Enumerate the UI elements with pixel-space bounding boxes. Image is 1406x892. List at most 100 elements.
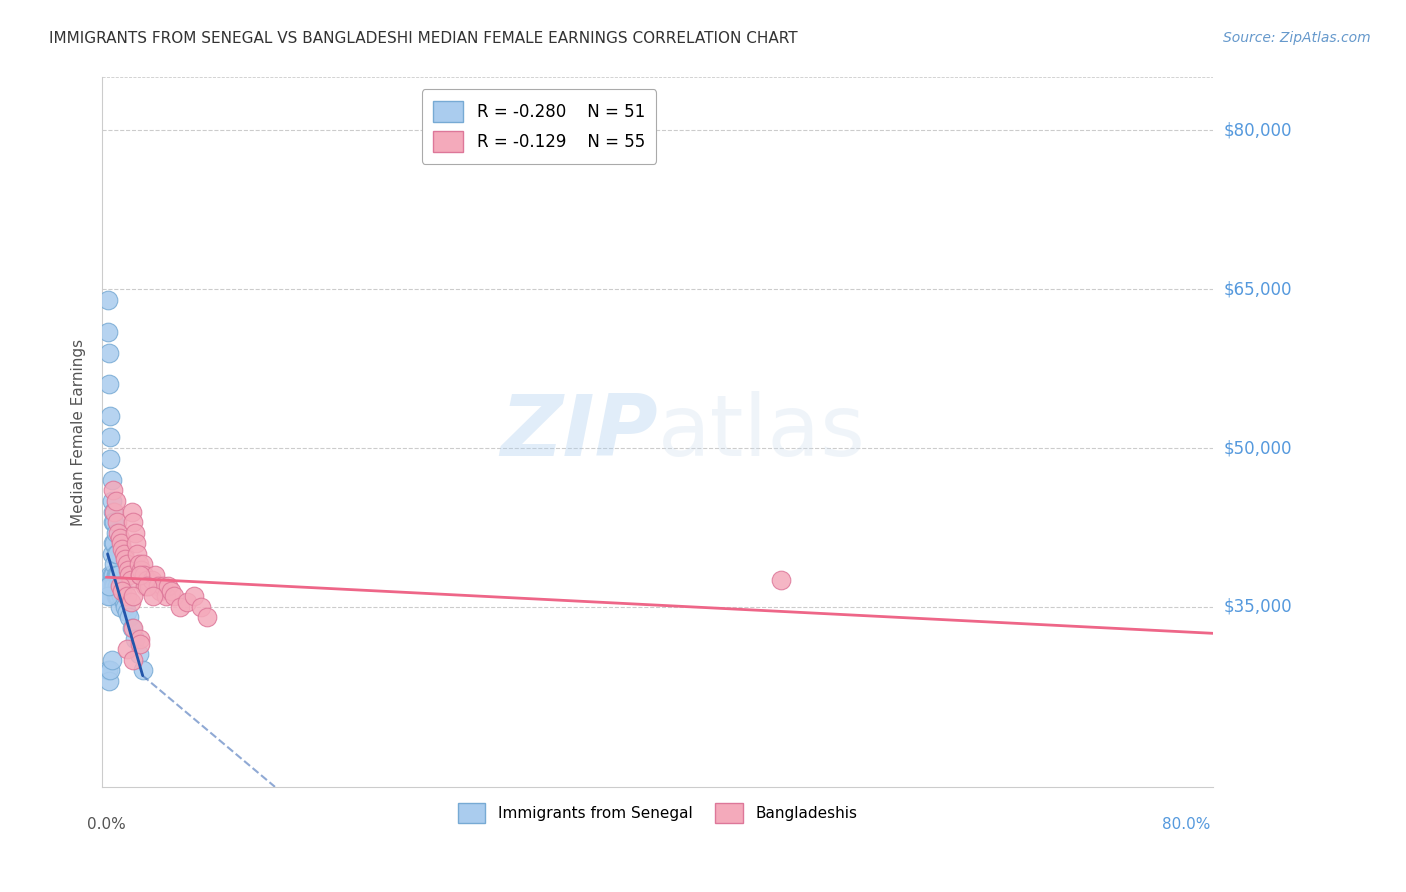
Point (101, 536, 124, 550)
Point (115, 605, 138, 619)
Point (122, 589, 145, 603)
Point (98, 664, 121, 678)
Point (146, 579, 169, 593)
Point (163, 589, 186, 603)
Point (108, 599, 131, 614)
Point (157, 579, 180, 593)
Point (124, 525, 146, 540)
Point (143, 568, 166, 582)
Point (190, 599, 212, 614)
Text: IMMIGRANTS FROM SENEGAL VS BANGLADESHI MEDIAN FEMALE EARNINGS CORRELATION CHART: IMMIGRANTS FROM SENEGAL VS BANGLADESHI M… (49, 31, 797, 46)
Point (103, 558, 125, 572)
Point (111, 579, 134, 593)
Point (129, 568, 152, 582)
Point (142, 589, 165, 603)
Point (141, 574, 163, 588)
Point (103, 536, 125, 550)
Point (101, 579, 124, 593)
Point (97, 673, 120, 688)
Point (197, 610, 219, 624)
Text: $80,000: $80,000 (1225, 121, 1292, 139)
Point (101, 515, 124, 529)
Text: 80.0%: 80.0% (1161, 817, 1211, 832)
Point (127, 547, 149, 561)
Point (120, 574, 142, 588)
Point (98, 430, 121, 444)
Point (104, 589, 127, 603)
Text: $50,000: $50,000 (1225, 439, 1292, 457)
Point (107, 568, 129, 582)
Point (114, 552, 136, 566)
Point (118, 610, 141, 624)
Point (118, 568, 141, 582)
Point (104, 568, 127, 582)
Point (160, 584, 183, 599)
Point (121, 621, 143, 635)
Point (101, 504, 124, 518)
Point (111, 541, 134, 556)
Text: ZIP: ZIP (501, 391, 658, 474)
Point (121, 504, 143, 518)
Point (100, 653, 122, 667)
Point (124, 632, 146, 646)
Point (103, 579, 125, 593)
Point (152, 579, 174, 593)
Point (98, 589, 121, 603)
Point (115, 642, 138, 657)
Point (101, 568, 124, 582)
Point (128, 558, 150, 572)
Point (135, 579, 157, 593)
Point (131, 664, 153, 678)
Point (97, 345, 120, 359)
Point (105, 547, 128, 561)
Point (128, 648, 150, 662)
Text: Source: ZipAtlas.com: Source: ZipAtlas.com (1223, 31, 1371, 45)
Point (112, 547, 135, 561)
Point (129, 637, 152, 651)
Point (97, 325, 120, 339)
Point (97, 579, 120, 593)
Point (122, 621, 145, 635)
Point (108, 531, 131, 545)
Point (97, 664, 120, 678)
Point (107, 589, 129, 603)
Point (100, 547, 122, 561)
Point (134, 579, 156, 593)
Point (129, 632, 152, 646)
Point (97, 579, 120, 593)
Point (108, 579, 131, 593)
Point (104, 525, 127, 540)
Point (100, 494, 122, 508)
Point (115, 589, 138, 603)
Point (769, 574, 792, 588)
Point (176, 594, 198, 608)
Point (117, 563, 139, 577)
Point (107, 525, 129, 540)
Point (103, 515, 125, 529)
Point (104, 547, 127, 561)
Point (131, 563, 153, 577)
Point (122, 653, 145, 667)
Point (135, 574, 157, 588)
Text: $65,000: $65,000 (1225, 280, 1292, 298)
Point (97, 293, 120, 307)
Point (98, 568, 121, 582)
Point (149, 584, 172, 599)
Text: $35,000: $35,000 (1225, 598, 1292, 615)
Point (122, 515, 145, 529)
Text: 0.0%: 0.0% (87, 817, 125, 832)
Point (138, 579, 160, 593)
Point (114, 599, 136, 614)
Point (169, 599, 191, 614)
Point (183, 589, 205, 603)
Point (129, 568, 152, 582)
Point (105, 568, 128, 582)
Point (103, 504, 125, 518)
Point (131, 558, 153, 572)
Point (110, 589, 132, 603)
Point (115, 558, 138, 572)
Point (105, 515, 128, 529)
Point (105, 589, 128, 603)
Point (112, 594, 135, 608)
Point (108, 579, 131, 593)
